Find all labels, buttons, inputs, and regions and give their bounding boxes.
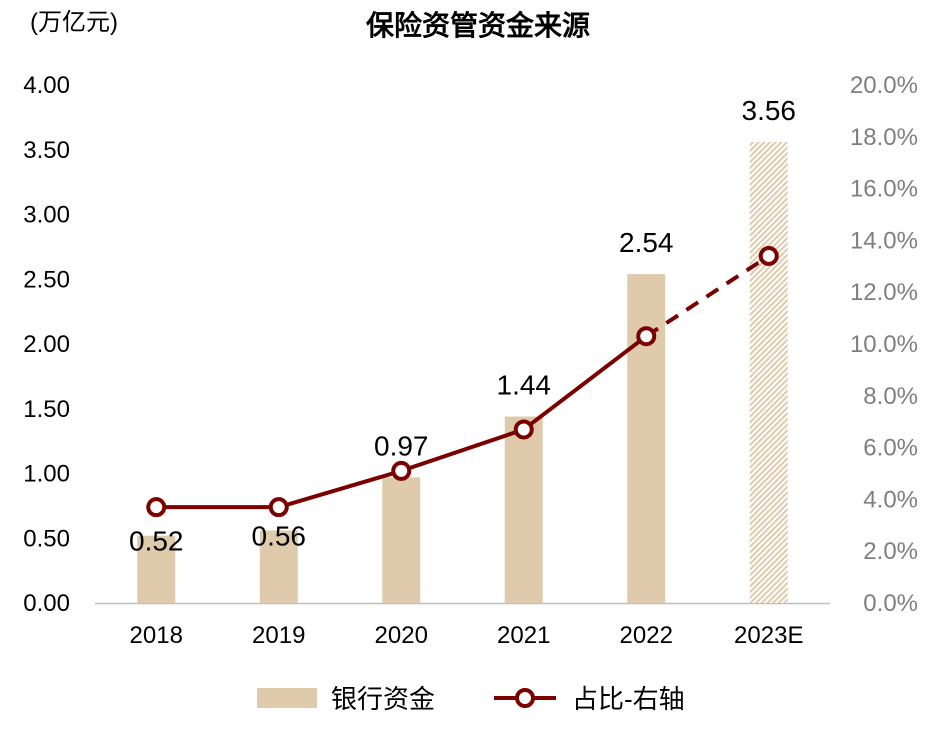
line-segment	[278, 468, 402, 510]
left-tick-label: 0.50	[23, 525, 70, 552]
left-tick-label: 2.00	[23, 331, 70, 358]
legend: 银行资金 占比-右轴	[257, 684, 685, 714]
right-tick-label: 16.0%	[850, 176, 918, 203]
right-tick-label: 4.0%	[863, 486, 918, 513]
right-tick-label: 2.0%	[863, 538, 918, 565]
line-marker	[146, 497, 167, 518]
chart-title: 保险资管资金来源	[366, 9, 590, 41]
line-marker	[513, 419, 534, 440]
bar	[382, 477, 421, 603]
right-tick-label: 6.0%	[863, 435, 918, 462]
legend-label-bar: 银行资金	[331, 684, 435, 714]
line-marker	[391, 460, 412, 481]
legend-swatch-marker	[515, 688, 535, 708]
x-tick-label: 2022	[620, 622, 673, 649]
left-tick-label: 1.50	[23, 396, 70, 423]
bar-data-label: 0.52	[129, 526, 184, 557]
left-tick-label: 2.50	[23, 266, 70, 293]
legend-label-line: 占比-右轴	[572, 684, 685, 714]
left-tick-label: 3.00	[23, 202, 70, 229]
bar	[627, 274, 666, 603]
x-tick-label: 2021	[497, 622, 550, 649]
x-tick-label: 2023E	[734, 622, 803, 649]
left-tick-label: 1.00	[23, 461, 70, 488]
left-tick-label: 4.00	[23, 72, 70, 99]
left-axis-unit: (万亿元)	[30, 9, 118, 36]
right-tick-label: 12.0%	[850, 279, 918, 306]
bar-data-label: 0.56	[252, 520, 307, 551]
left-tick-label: 3.50	[23, 137, 70, 164]
bar-data-label: 2.54	[619, 227, 674, 258]
x-tick-label: 2018	[130, 622, 183, 649]
line-marker	[268, 497, 289, 518]
line-segment	[522, 334, 648, 432]
left-tick-label: 0.00	[23, 590, 70, 617]
right-tick-label: 10.0%	[850, 331, 918, 358]
bar-data-label: 3.56	[742, 95, 797, 126]
x-tick-label: 2019	[252, 622, 305, 649]
bar	[259, 530, 298, 603]
line-marker	[758, 245, 779, 266]
line-segment	[645, 254, 770, 338]
bar-data-label: 0.97	[374, 430, 429, 461]
right-tick-label: 8.0%	[863, 383, 918, 410]
line-marker	[636, 326, 657, 347]
right-tick-label: 0.0%	[863, 590, 918, 617]
legend-swatch-bar	[257, 688, 317, 708]
bar	[137, 535, 176, 603]
x-tick-label: 2020	[375, 622, 428, 649]
line-segment	[400, 427, 525, 473]
right-tick-label: 14.0%	[850, 227, 918, 254]
bar	[749, 141, 788, 604]
right-tick-label: 20.0%	[850, 72, 918, 99]
bar-data-label: 1.44	[497, 370, 552, 401]
bar	[504, 416, 543, 603]
right-tick-label: 18.0%	[850, 124, 918, 151]
